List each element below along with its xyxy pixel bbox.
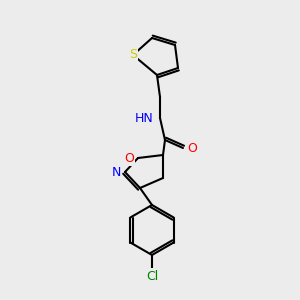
Text: Cl: Cl [146,269,158,283]
Text: S: S [129,49,137,62]
Text: N: N [112,166,121,178]
Text: HN: HN [135,112,154,124]
Text: O: O [187,142,197,154]
Text: O: O [124,152,134,164]
